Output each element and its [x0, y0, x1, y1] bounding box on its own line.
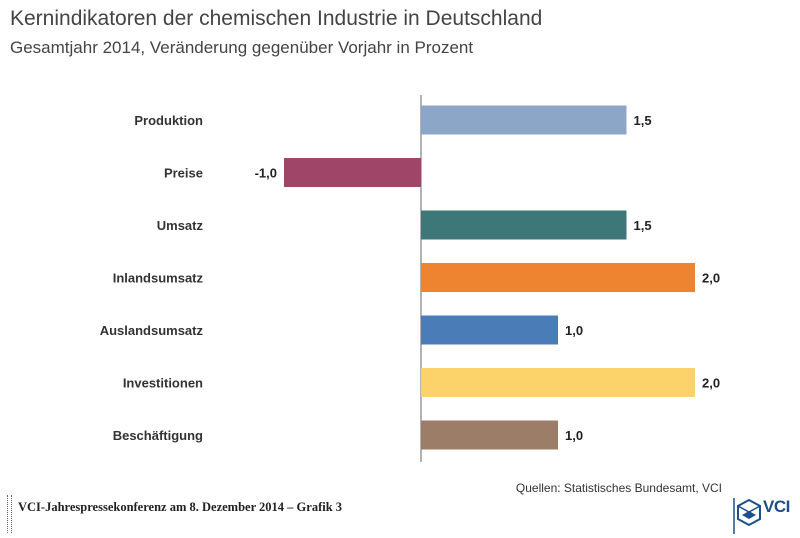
bar-umsatz	[421, 210, 627, 240]
bar-investitionen	[421, 368, 695, 397]
category-label: Investitionen	[123, 376, 203, 391]
value-label: 2,0	[702, 271, 720, 286]
category-label: Umsatz	[157, 218, 204, 233]
value-label: 1,5	[634, 218, 652, 233]
category-label: Preise	[164, 166, 203, 181]
value-label: 1,0	[565, 428, 583, 443]
category-label: Produktion	[134, 113, 203, 128]
chart-title: Kernindikatoren der chemischen Industrie…	[10, 7, 543, 30]
bar-beschäftigung	[421, 420, 558, 450]
category-label: Inlandsumsatz	[113, 271, 204, 286]
category-label: Auslandsumsatz	[100, 323, 204, 338]
category-label: Beschäftigung	[113, 428, 203, 443]
bar-auslandsumsatz	[421, 315, 558, 345]
vci-logo-text: VCI	[763, 497, 790, 516]
source-note: Quellen: Statistisches Bundesamt, VCI	[515, 481, 722, 495]
value-label: 2,0	[702, 376, 720, 391]
bar-produktion	[421, 105, 627, 135]
footer-divider	[7, 495, 12, 533]
bar-preise	[284, 158, 421, 187]
value-label: -1,0	[255, 166, 277, 181]
chart-subtitle: Gesamtjahr 2014, Veränderung gegenüber V…	[10, 38, 474, 57]
value-label: 1,5	[634, 113, 652, 128]
footer-caption: VCI-Jahrespressekonferenz am 8. Dezember…	[18, 500, 343, 514]
vci-logo-icon	[733, 498, 761, 534]
value-label: 1,0	[565, 323, 583, 338]
bar-chart: Produktion 1,5 Preise -1,0 Umsatz 1,5 Inlandsu…	[100, 95, 720, 462]
bar-inlandsumsatz	[421, 263, 695, 292]
